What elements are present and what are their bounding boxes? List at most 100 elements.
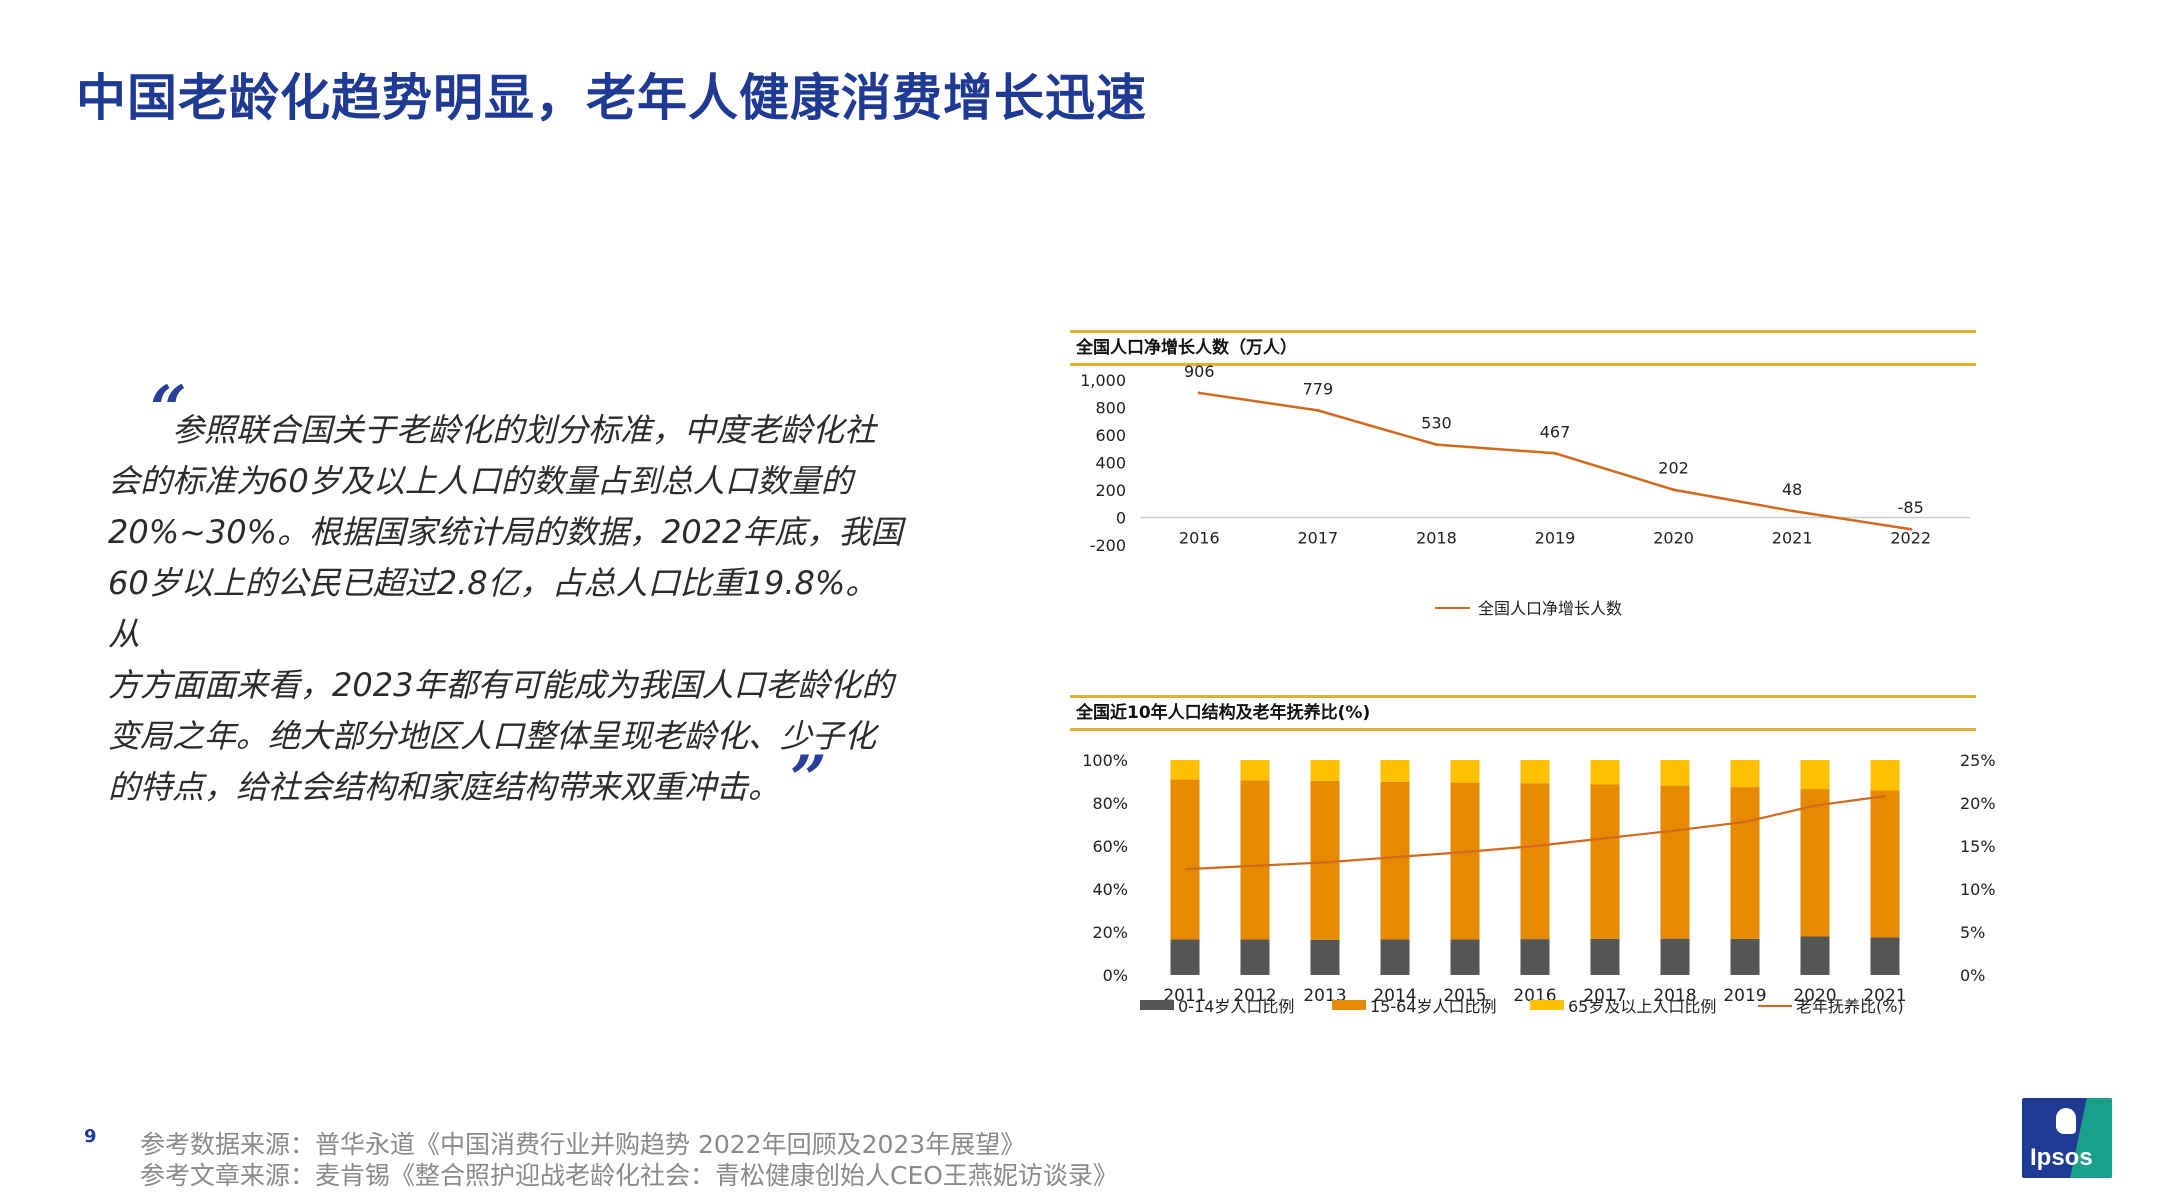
bar-segment-15-64 xyxy=(1450,782,1480,940)
y-left-tick-label: 40% xyxy=(1092,880,1128,899)
quote-line: 变局之年。绝大部分地区人口整体呈现老龄化、少子化 xyxy=(108,717,877,755)
y-left-tick-label: 60% xyxy=(1092,837,1128,856)
bar-segment-0-14 xyxy=(1450,939,1480,975)
quote-line: 方方面面来看，2023年都有可能成为我国人口老龄化的 xyxy=(108,666,894,704)
x-tick-label: 2018 xyxy=(1653,986,1696,1006)
bar-segment-15-64 xyxy=(1660,785,1690,939)
x-tick-label: 2019 xyxy=(1723,986,1766,1006)
y-tick-label: 1,000 xyxy=(1080,371,1126,390)
y-right-tick-label: 0% xyxy=(1960,966,1985,985)
data-label: 202 xyxy=(1658,459,1689,478)
bar-segment-15-64 xyxy=(1870,790,1900,938)
legend-label: 15-64岁人口比例 xyxy=(1370,997,1497,1016)
y-tick-label: 800 xyxy=(1095,399,1126,418)
chart-title: 全国人口净增长人数（万人） xyxy=(1070,330,1976,366)
x-tick-label: 2020 xyxy=(1793,986,1836,1006)
bar-segment-65-plus xyxy=(1520,760,1550,784)
x-tick-label: 2022 xyxy=(1890,529,1931,548)
legend-swatch xyxy=(1332,1000,1366,1010)
legend-swatch xyxy=(1140,1000,1174,1010)
ipsos-logo: Ipsos xyxy=(2022,1098,2112,1178)
bar-segment-0-14 xyxy=(1800,936,1830,975)
data-label: 906 xyxy=(1184,362,1215,381)
data-point xyxy=(1672,488,1676,492)
data-point xyxy=(1553,451,1557,455)
data-label: 530 xyxy=(1421,414,1452,433)
bar-segment-15-64 xyxy=(1730,787,1760,939)
bar-segment-65-plus xyxy=(1380,760,1410,782)
legend-label: 0-14岁人口比例 xyxy=(1178,997,1294,1016)
data-point xyxy=(1434,443,1438,447)
bar-segment-0-14 xyxy=(1660,938,1690,975)
y-right-tick-label: 20% xyxy=(1960,794,1996,813)
x-tick-label: 2014 xyxy=(1373,986,1416,1006)
bar-segment-0-14 xyxy=(1170,939,1200,975)
y-left-tick-label: 0% xyxy=(1103,966,1128,985)
x-tick-label: 2018 xyxy=(1416,529,1457,548)
bar-segment-65-plus xyxy=(1450,760,1480,783)
bar-segment-65-plus xyxy=(1310,760,1340,781)
x-tick-label: 2017 xyxy=(1297,529,1338,548)
bar-segment-15-64 xyxy=(1170,779,1200,940)
footer-source-article: 参考文章来源：麦肯锡《整合照护迎战老龄化社会：青松健康创始人CEO王燕妮访谈录》 xyxy=(140,1161,1118,1190)
net-growth-line-svg: 1,000 800 600 400 200 0 -200 2016 2017 2018 2019 20… xyxy=(1080,362,1970,618)
y-tick-label: -200 xyxy=(1090,536,1126,555)
y-tick-label: 200 xyxy=(1095,481,1126,500)
bar-segment-0-14 xyxy=(1240,939,1270,975)
quote-close-mark: ” xyxy=(790,742,827,817)
data-label: 779 xyxy=(1303,379,1334,398)
bar-segment-65-plus xyxy=(1240,760,1270,781)
quote-line: 的特点，给社会结构和家庭结构带来双重冲击。 xyxy=(108,768,781,806)
logo-text: Ipsos xyxy=(2030,1144,2093,1171)
legend-label: 65岁及以上人口比例 xyxy=(1568,997,1716,1016)
y-tick-label: 400 xyxy=(1095,454,1126,473)
x-tick-label: 2016 xyxy=(1179,529,1220,548)
bar-segment-0-14 xyxy=(1310,939,1340,975)
x-tick-label: 2012 xyxy=(1233,986,1276,1006)
data-point xyxy=(1909,527,1913,531)
data-point xyxy=(1316,408,1320,412)
legend-label: 老年抚养比(%) xyxy=(1796,997,1904,1016)
net-growth-chart: 全国人口净增长人数（万人） 1,000 800 600 400 200 0 -200 2016… xyxy=(1070,330,1978,630)
logo-head-icon xyxy=(2056,1108,2076,1134)
y-right-tick-label: 10% xyxy=(1960,880,1996,899)
bar-segment-0-14 xyxy=(1870,937,1900,975)
chart-title: 全国近10年人口结构及老年抚养比(%) xyxy=(1070,695,1976,731)
quote-line: 参照联合国关于老龄化的划分标准，中度老龄化社 xyxy=(172,411,877,449)
bar-segment-65-plus xyxy=(1660,760,1690,786)
y-tick-label: 600 xyxy=(1095,426,1126,445)
bar-segment-15-64 xyxy=(1800,789,1830,937)
page-number: 9 xyxy=(84,1126,97,1147)
y-right-tick-label: 25% xyxy=(1960,751,1996,770)
x-tick-label: 2017 xyxy=(1583,986,1626,1006)
legend-label: 全国人口净增长人数 xyxy=(1478,599,1622,618)
y-right-tick-label: 5% xyxy=(1960,923,1985,942)
bar-segment-65-plus xyxy=(1590,760,1620,785)
y-tick-label: 0 xyxy=(1116,509,1126,528)
y-right-tick-label: 15% xyxy=(1960,837,1996,856)
bar-segment-65-plus xyxy=(1870,760,1900,791)
x-tick-label: 2020 xyxy=(1653,529,1694,548)
x-tick-label: 2015 xyxy=(1443,986,1486,1006)
y-left-tick-label: 100% xyxy=(1082,751,1128,770)
y-left-tick-label: 80% xyxy=(1092,794,1128,813)
y-left-tick-label: 20% xyxy=(1092,923,1128,942)
data-label: 467 xyxy=(1540,422,1571,441)
bar-segment-65-plus xyxy=(1800,760,1830,790)
quote-text: 参照联合国关于老龄化的划分标准，中度老龄化社 会的标准为60岁及以上人口的数量占… xyxy=(108,405,908,813)
quote-line: 会的标准为60岁及以上人口的数量占到总人口数量的 xyxy=(108,462,853,500)
bar-segment-65-plus xyxy=(1170,760,1200,780)
population-structure-chart: 全国近10年人口结构及老年抚养比(%) 100% 80% 60% 40% 20% 0% 25… xyxy=(1070,695,1996,1045)
x-tick-label: 2011 xyxy=(1163,986,1206,1006)
bar-segment-65-plus xyxy=(1730,760,1760,788)
dependency-ratio-line xyxy=(1184,795,1886,871)
data-point xyxy=(1197,391,1201,395)
data-label: 48 xyxy=(1782,480,1802,499)
bar-segment-0-14 xyxy=(1380,939,1410,975)
data-label: -85 xyxy=(1898,498,1924,517)
data-point xyxy=(1790,509,1794,513)
population-structure-svg: 100% 80% 60% 40% 20% 0% 25% 20% 15% 10% 5% 0% 2011 20… xyxy=(1082,751,1995,1016)
x-tick-label: 2021 xyxy=(1772,529,1813,548)
quote-line: 60岁以上的公民已超过2.8亿，占总人口比重19.8%。从 xyxy=(108,564,878,653)
quote-line: 20%~30%。根据国家统计局的数据，2022年底，我国 xyxy=(108,513,903,551)
